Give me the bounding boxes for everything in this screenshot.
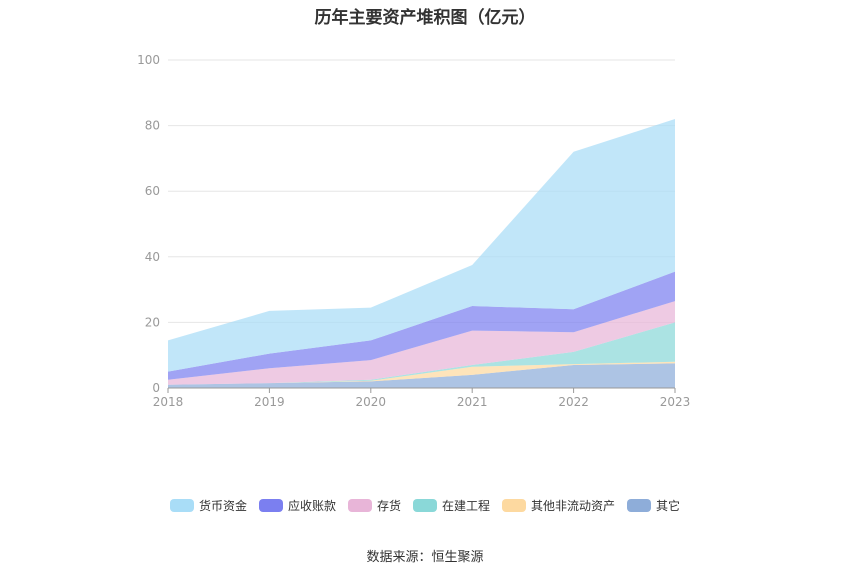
x-tick-label: 2019 <box>254 395 285 409</box>
legend-swatch <box>502 499 527 512</box>
legend-item[interactable]: 其它 <box>627 497 680 514</box>
x-tick-label: 2018 <box>153 395 184 409</box>
area-series-0[interactable] <box>168 363 675 388</box>
legend: 货币资金 应收账款 存货 在建工程 其他非流动资产 其它 <box>0 497 850 514</box>
y-tick-label: 20 <box>145 315 160 329</box>
legend-swatch <box>347 499 372 512</box>
y-tick-label: 40 <box>145 250 160 264</box>
x-tick-label: 2022 <box>558 395 589 409</box>
legend-label: 其它 <box>656 499 681 513</box>
area-series-4[interactable] <box>168 271 675 380</box>
y-tick-label: 60 <box>145 184 160 198</box>
legend-label: 存货 <box>376 499 401 513</box>
legend-item[interactable]: 在建工程 <box>413 497 490 514</box>
legend-item[interactable]: 货币资金 <box>169 497 247 514</box>
legend-swatch <box>413 499 437 512</box>
area-series-3[interactable] <box>168 301 675 385</box>
legend-swatch <box>627 499 652 512</box>
data-source: 数据来源：恒生聚源 <box>366 550 484 565</box>
legend-swatch <box>258 499 283 512</box>
stacked-areas <box>168 119 675 388</box>
x-tick-label: 2020 <box>356 395 387 409</box>
legend-swatch <box>169 499 194 512</box>
y-tick-label: 0 <box>152 381 160 395</box>
legend-label: 在建工程 <box>442 499 491 513</box>
area-series-5[interactable] <box>168 119 675 372</box>
y-tick-label: 80 <box>145 119 160 133</box>
legend-item[interactable]: 存货 <box>347 497 401 514</box>
x-tick-label: 2023 <box>660 395 691 409</box>
legend-label: 货币资金 <box>198 499 247 513</box>
y-tick-label: 100 <box>137 53 160 67</box>
legend-label: 其他非流动资产 <box>531 499 616 513</box>
area-series-1[interactable] <box>168 361 675 385</box>
chart-title: 历年主要资产堆积图（亿元） <box>314 8 536 28</box>
legend-item[interactable]: 应收账款 <box>258 497 336 514</box>
legend-item[interactable]: 其他非流动资产 <box>502 497 615 514</box>
legend-label: 应收账款 <box>287 499 336 513</box>
axes: 0 20 40 60 80 100 2018 2019 2020 2021 2022 2023 <box>137 53 690 409</box>
area-series-2[interactable] <box>168 322 675 385</box>
x-tick-label: 2021 <box>457 395 488 409</box>
